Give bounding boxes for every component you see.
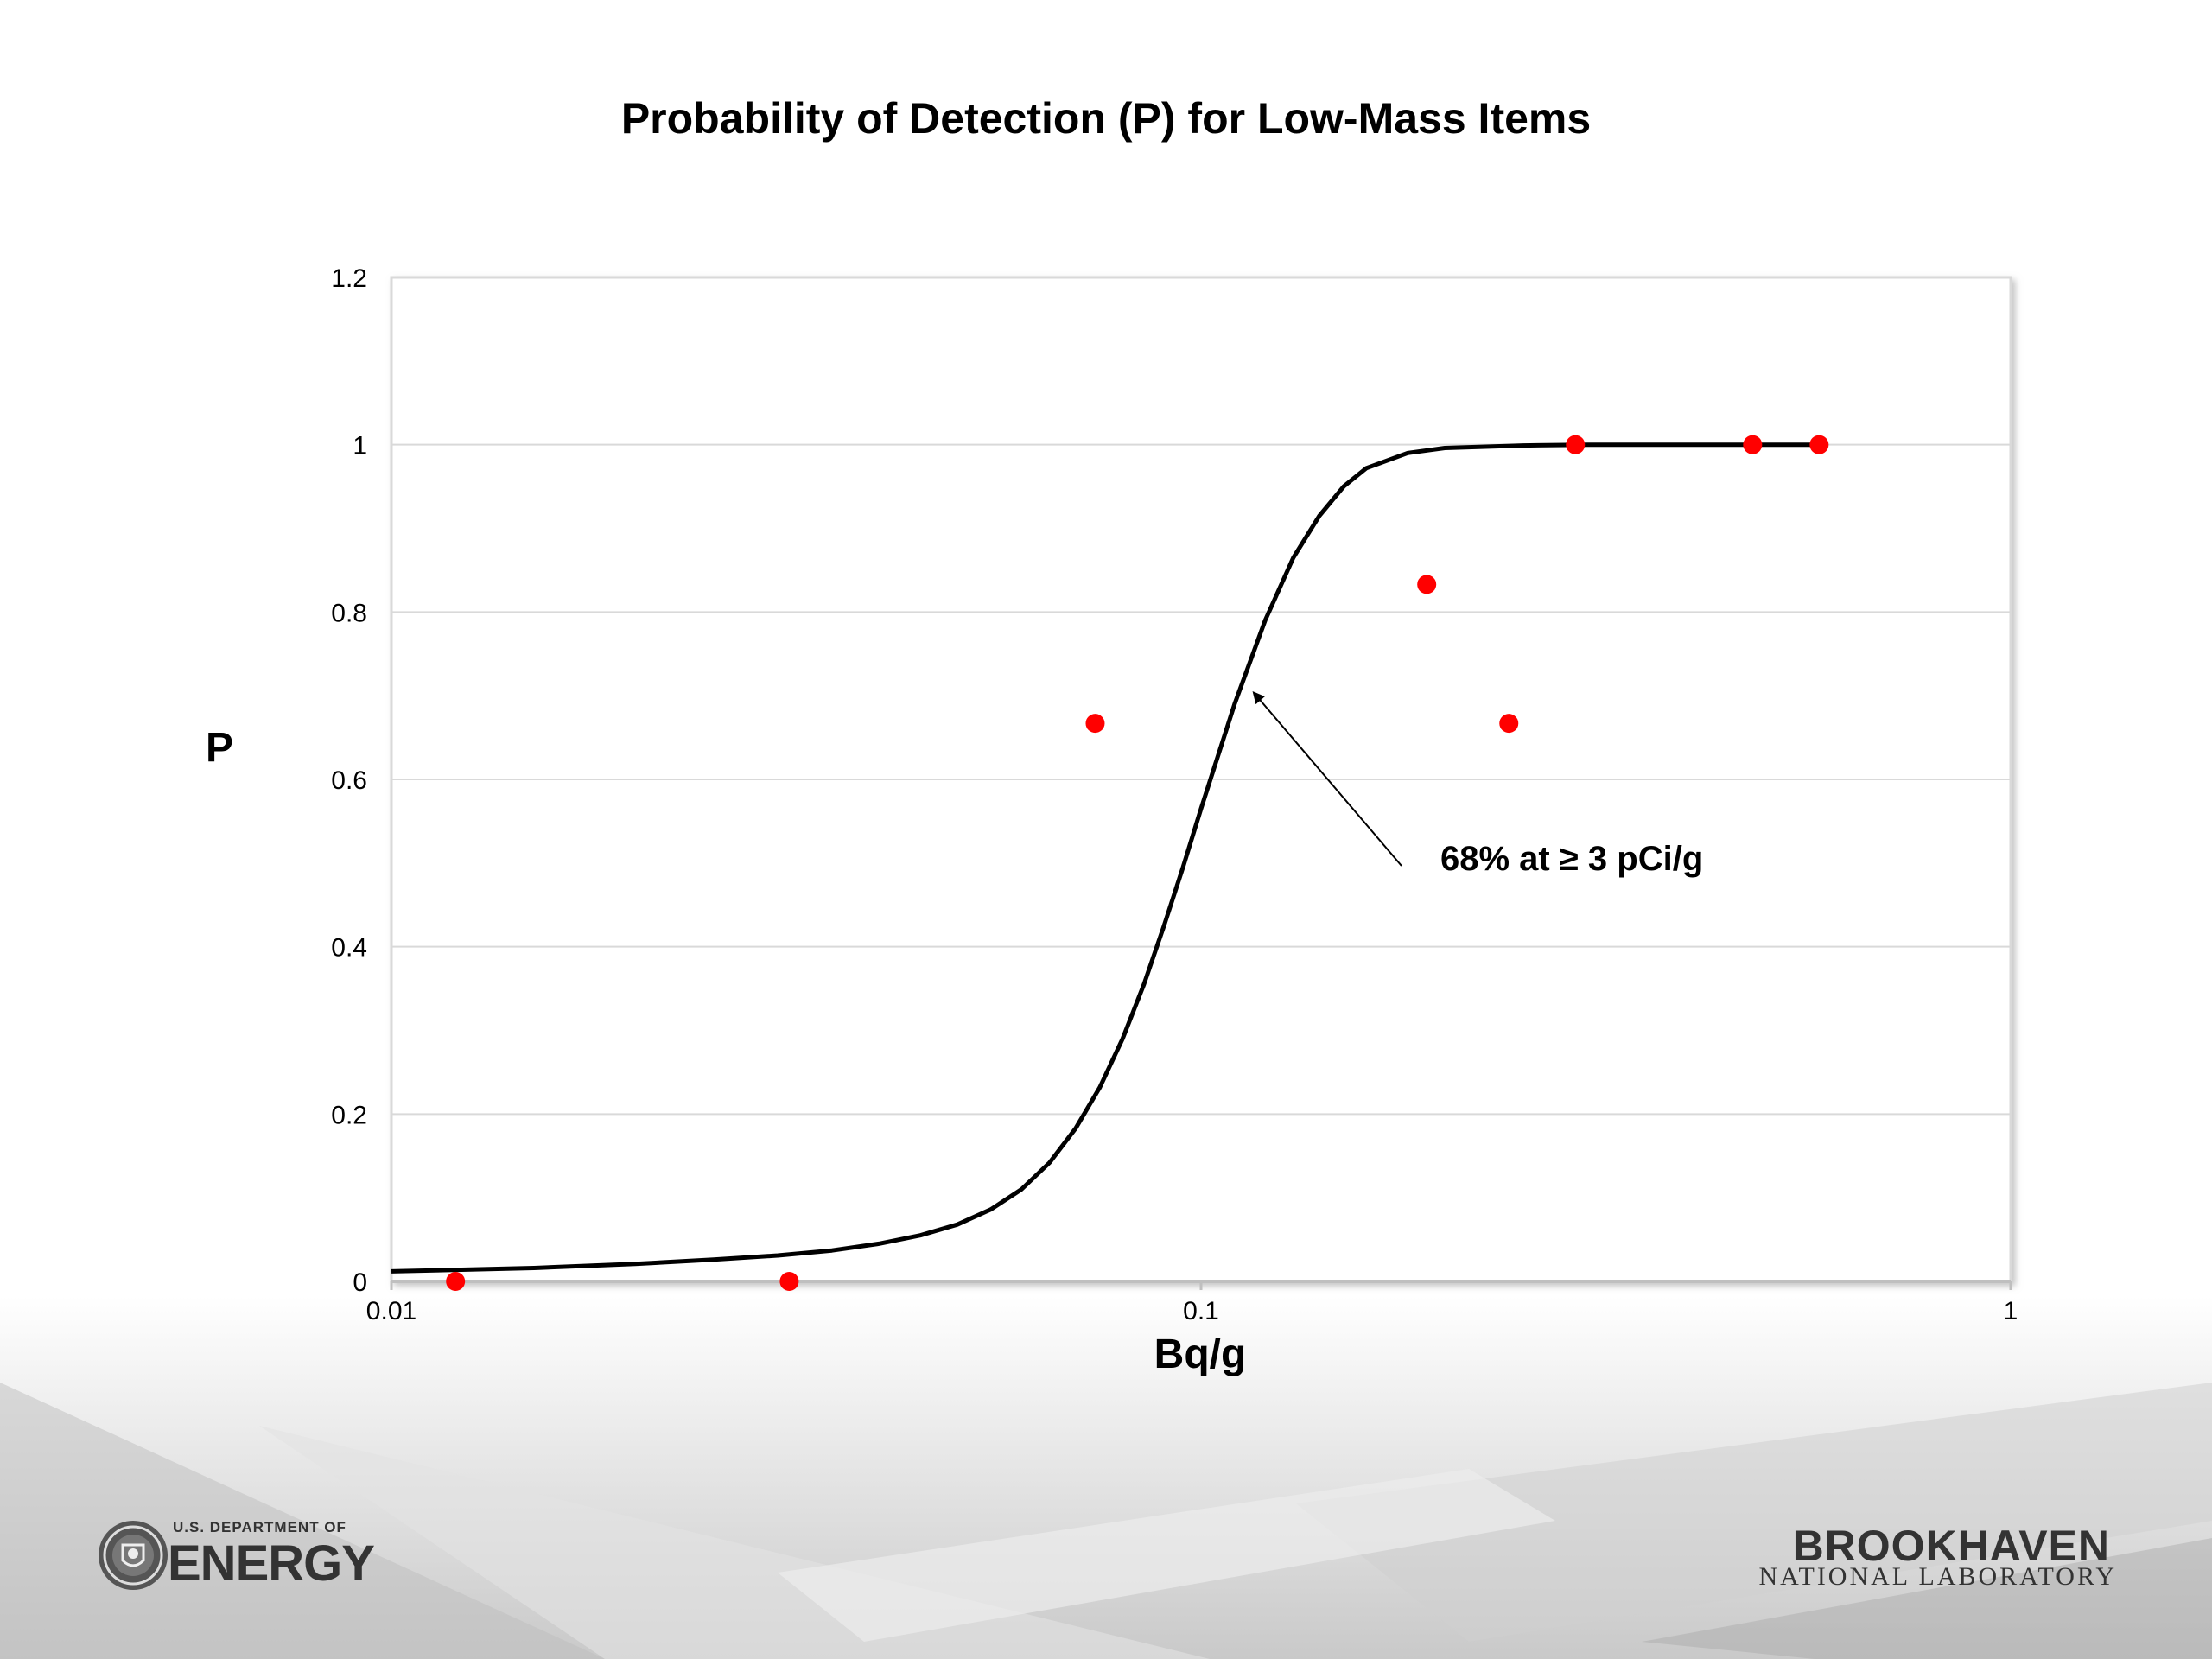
x-axis-label: Bq/g [1154,1332,1247,1377]
data-point [1085,714,1105,734]
fit-curve [391,442,1820,1274]
data-point [1809,435,1829,454]
data-point [446,1272,466,1291]
chart-title: Probability of Detection (P) for Low-Mas… [620,94,1592,143]
y-tick-label: 1.2 [331,264,367,293]
doe-seal-icon [99,1521,168,1590]
annotation-label: 68% at ≥ 3 pCi/g [1440,840,1704,878]
data-point [779,1272,799,1291]
data-points [446,435,1829,1291]
data-point [1566,435,1586,454]
annotation-arrow-layer [1252,690,1402,867]
bnl-logo-line2: NATIONAL LABORATORY [1758,1562,2117,1591]
x-tick-label: 1 [2004,1297,2018,1325]
y-axis-label: P [206,725,234,771]
axes: 0 0.2 0.4 0.6 0.8 1 1.2 0.01 0.1 1 [331,264,2018,1325]
fit-curve-layer [391,442,1820,1274]
bnl-logo-line1: BROOKHAVEN [1792,1522,2110,1570]
grid-lines [391,443,2011,1116]
data-point [1499,714,1519,734]
doe-logo-line1: U.S. DEPARTMENT OF [173,1519,346,1535]
y-tick-label: 0.8 [331,599,367,627]
doe-logo-line2: ENERGY [168,1535,375,1592]
y-tick-label: 0.4 [331,934,367,963]
x-tick-label: 0.01 [366,1297,416,1325]
brookhaven-logo: BROOKHAVEN NATIONAL LABORATORY [1754,1521,2117,1591]
y-tick-label: 0.2 [331,1101,367,1129]
data-point [1743,435,1763,454]
doe-logo: U.S. DEPARTMENT OF ENERGY [97,1517,391,1593]
y-tick-label: 0.6 [331,766,367,795]
y-tick-label: 0 [353,1268,367,1297]
x-tick-label: 0.1 [1183,1297,1219,1325]
annotation-arrow [1252,690,1402,867]
data-point [1417,575,1437,594]
y-tick-label: 1 [353,432,367,461]
